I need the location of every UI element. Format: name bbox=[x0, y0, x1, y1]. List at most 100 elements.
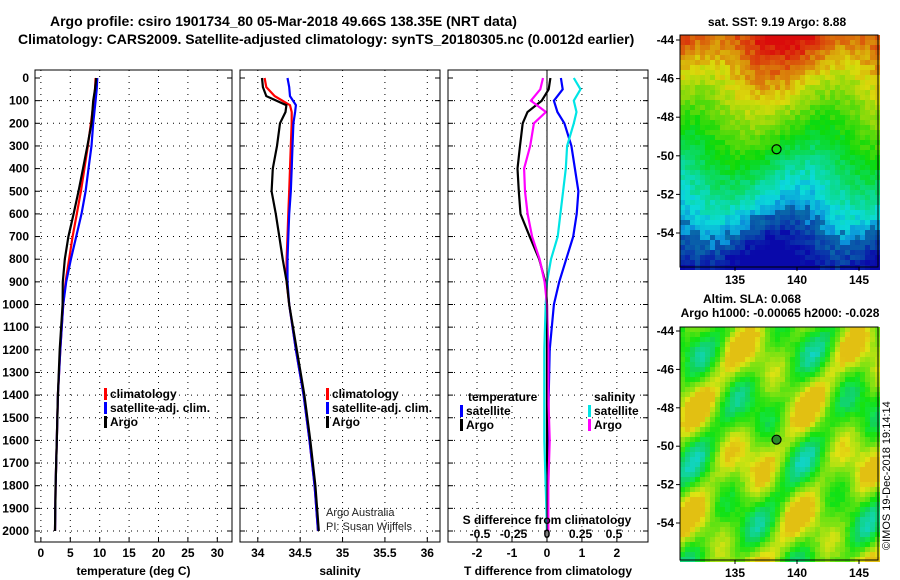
map-cell bbox=[870, 200, 875, 205]
map-cell bbox=[820, 417, 825, 422]
map-cell bbox=[865, 105, 870, 110]
map-cell bbox=[730, 50, 735, 55]
map-cell bbox=[750, 95, 755, 100]
map-cell bbox=[785, 552, 790, 557]
map-cell bbox=[750, 467, 755, 472]
map-cell bbox=[790, 255, 795, 260]
map-cell bbox=[720, 477, 725, 482]
map-cell bbox=[805, 547, 810, 552]
map-cell bbox=[835, 497, 840, 502]
map-cell bbox=[835, 255, 840, 260]
map-cell bbox=[740, 175, 745, 180]
map-cell bbox=[795, 115, 800, 120]
map-cell bbox=[775, 80, 780, 85]
map-cell bbox=[680, 497, 685, 502]
map-cell bbox=[690, 165, 695, 170]
map-cell bbox=[685, 537, 690, 542]
map-cell bbox=[785, 402, 790, 407]
map-cell bbox=[750, 417, 755, 422]
map-cell bbox=[705, 482, 710, 487]
map-cell bbox=[760, 417, 765, 422]
map-cell bbox=[840, 45, 845, 50]
map-cell bbox=[805, 412, 810, 417]
map-cell bbox=[725, 532, 730, 537]
map-cell bbox=[710, 70, 715, 75]
map-cell bbox=[735, 397, 740, 402]
map-cell bbox=[695, 467, 700, 472]
map-cell bbox=[780, 150, 785, 155]
map-cell bbox=[870, 135, 875, 140]
map-cell bbox=[815, 155, 820, 160]
map-cell bbox=[710, 362, 715, 367]
map-cell bbox=[800, 250, 805, 255]
map-cell bbox=[690, 50, 695, 55]
map-cell bbox=[860, 337, 865, 342]
map-cell bbox=[765, 367, 770, 372]
map-cell bbox=[760, 522, 765, 527]
map-cell bbox=[840, 250, 845, 255]
map-cell bbox=[735, 362, 740, 367]
map-cell bbox=[765, 135, 770, 140]
map-cell bbox=[815, 447, 820, 452]
map-cell bbox=[810, 462, 815, 467]
map-cell bbox=[735, 90, 740, 95]
map-cell bbox=[715, 467, 720, 472]
map-cell bbox=[705, 140, 710, 145]
map-cell bbox=[750, 50, 755, 55]
map-cell bbox=[865, 482, 870, 487]
map-cell bbox=[710, 150, 715, 155]
map-cell bbox=[680, 472, 685, 477]
map-cell bbox=[855, 537, 860, 542]
map-cell bbox=[685, 260, 690, 265]
map-cell bbox=[695, 327, 700, 332]
map-cell bbox=[870, 60, 875, 65]
map-cell bbox=[780, 145, 785, 150]
map-cell bbox=[870, 472, 875, 477]
map-cell bbox=[795, 457, 800, 462]
map-cell bbox=[850, 362, 855, 367]
map-cell bbox=[735, 215, 740, 220]
map-cell bbox=[860, 215, 865, 220]
map-cell bbox=[800, 110, 805, 115]
map-cell bbox=[750, 175, 755, 180]
map-cell bbox=[765, 80, 770, 85]
map-cell bbox=[780, 205, 785, 210]
map-cell bbox=[715, 402, 720, 407]
map-cell bbox=[810, 40, 815, 45]
map-cell bbox=[780, 422, 785, 427]
map-cell bbox=[735, 170, 740, 175]
map-cell bbox=[795, 417, 800, 422]
map-cell bbox=[870, 50, 875, 55]
map-cell bbox=[790, 260, 795, 265]
map-cell bbox=[730, 95, 735, 100]
map-cell bbox=[735, 367, 740, 372]
map-cell bbox=[725, 255, 730, 260]
map-cell bbox=[855, 417, 860, 422]
map-cell bbox=[715, 175, 720, 180]
map-cell bbox=[845, 532, 850, 537]
map-cell bbox=[770, 85, 775, 90]
map-cell bbox=[720, 492, 725, 497]
map-cell bbox=[780, 522, 785, 527]
map-cell bbox=[800, 225, 805, 230]
map-cell bbox=[800, 362, 805, 367]
map-cell bbox=[805, 95, 810, 100]
map-cell bbox=[725, 55, 730, 60]
map-cell bbox=[730, 195, 735, 200]
map-cell bbox=[800, 65, 805, 70]
map-cell bbox=[830, 85, 835, 90]
map-cell bbox=[810, 95, 815, 100]
map-cell bbox=[850, 235, 855, 240]
map-cell bbox=[795, 502, 800, 507]
map-cell bbox=[845, 115, 850, 120]
map-cell bbox=[680, 235, 685, 240]
map-cell bbox=[750, 45, 755, 50]
map-cell bbox=[810, 512, 815, 517]
map-cell bbox=[815, 100, 820, 105]
map-cell bbox=[715, 220, 720, 225]
map-cell bbox=[730, 135, 735, 140]
map-cell bbox=[735, 492, 740, 497]
legend-label: Argo bbox=[594, 418, 622, 432]
map-cell bbox=[790, 352, 795, 357]
map-cell bbox=[775, 477, 780, 482]
